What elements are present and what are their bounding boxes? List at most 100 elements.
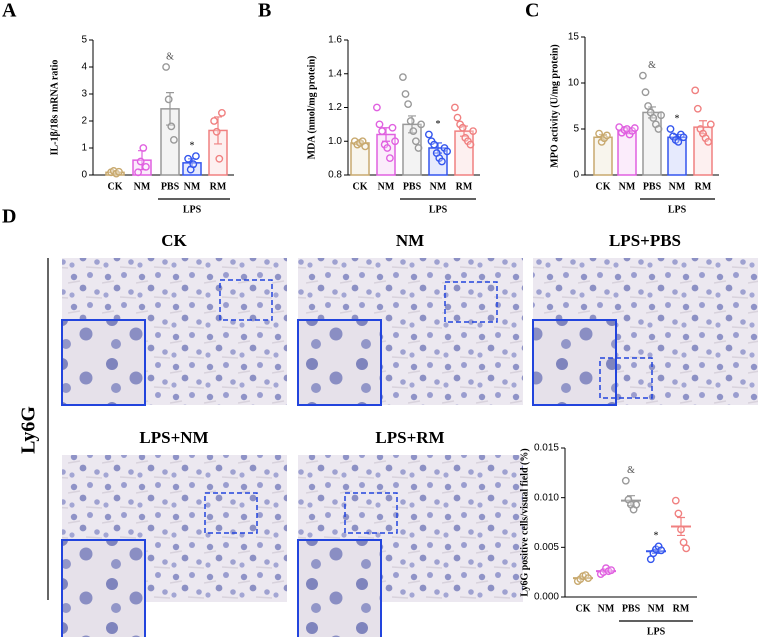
- data-point: [450, 103, 459, 112]
- data-point: [409, 127, 418, 136]
- data-point: [584, 574, 593, 583]
- data-point: [639, 71, 647, 80]
- significance-mark: *: [436, 119, 441, 130]
- x-tick-label: NM: [378, 181, 395, 192]
- x-tick-label: PBS: [161, 181, 180, 192]
- y-axis-label: MDA (nmol/mg protein): [306, 56, 317, 160]
- row-label: Ly6G: [18, 406, 40, 454]
- data-point: [136, 157, 145, 166]
- data-point: [372, 103, 381, 112]
- data-point: [693, 104, 702, 113]
- data-point: [189, 160, 198, 169]
- data-point: [657, 111, 665, 120]
- data-point: [706, 120, 715, 129]
- group-label: LPS: [647, 626, 666, 637]
- image-title: NM: [396, 231, 424, 250]
- data-point: [621, 476, 630, 485]
- data-point: [644, 102, 652, 110]
- data-point: [385, 154, 394, 163]
- y-tick-label: 0: [81, 170, 87, 181]
- zoom-box: [219, 279, 273, 321]
- error-bar: [434, 142, 442, 154]
- data-point: [632, 500, 641, 509]
- data-point: [430, 140, 438, 149]
- x-tick-label: NM: [619, 181, 636, 192]
- y-tick-label: 10: [568, 78, 580, 89]
- x-tick-label: RM: [673, 603, 690, 614]
- inset: [297, 539, 382, 637]
- y-tick-label: 1.2: [328, 102, 342, 113]
- data-point: [666, 125, 675, 133]
- data-point: [361, 142, 370, 151]
- data-point: [215, 154, 224, 163]
- y-tick-label: 0.000: [534, 592, 559, 603]
- x-tick-label: CK: [596, 181, 611, 192]
- significance-mark: &: [627, 465, 635, 476]
- data-point: [458, 123, 467, 132]
- data-point: [674, 137, 683, 146]
- y-tick-label: 0.005: [534, 542, 559, 553]
- data-point: [641, 88, 650, 97]
- inset: [532, 319, 617, 406]
- x-tick-label: CK: [576, 603, 591, 614]
- data-point: [595, 129, 603, 138]
- y-tick-label: 1.0: [328, 136, 342, 147]
- data-point: [677, 525, 685, 534]
- data-point: [607, 566, 616, 575]
- data-point: [453, 113, 462, 122]
- y-axis-label: Ly6G positive cells/visual field (%): [519, 448, 530, 596]
- y-axis-label: MPO activity (U/mg protein): [549, 44, 560, 167]
- y-tick-label: 1.6: [328, 35, 342, 46]
- data-point: [649, 114, 658, 122]
- x-tick-label: PBS: [622, 603, 641, 614]
- data-point: [388, 123, 397, 132]
- significance-mark: &: [648, 60, 656, 71]
- data-point: [115, 167, 123, 176]
- inset: [61, 539, 146, 637]
- x-tick-label: NM: [598, 603, 615, 614]
- data-point: [383, 144, 392, 152]
- data-point: [378, 127, 386, 136]
- image-title: LPS+NM: [139, 428, 208, 447]
- x-tick-label: NM: [184, 181, 201, 192]
- data-point: [443, 147, 451, 156]
- x-tick-label: RM: [210, 181, 227, 192]
- data-point: [603, 131, 611, 140]
- y-tick-label: 4: [81, 62, 87, 73]
- y-tick-label: 1.4: [328, 68, 342, 79]
- group-label: LPS: [668, 204, 687, 215]
- data-point: [391, 137, 399, 146]
- zoom-box: [204, 492, 258, 534]
- inset: [61, 319, 146, 406]
- x-tick-label: PBS: [403, 181, 422, 192]
- data-point: [191, 152, 200, 161]
- data-point: [469, 127, 477, 136]
- y-tick-label: 0: [573, 170, 579, 181]
- image-title: CK: [161, 231, 187, 250]
- data-point: [466, 140, 475, 149]
- image-title: LPS+PBS: [609, 231, 681, 250]
- data-point: [406, 117, 415, 125]
- group-label: LPS: [183, 204, 202, 215]
- data-point: [139, 144, 148, 152]
- inset: [297, 319, 382, 406]
- data-point: [398, 73, 407, 82]
- data-point: [437, 157, 446, 166]
- data-point: [375, 120, 384, 129]
- bar: [617, 130, 637, 176]
- error-bar: [214, 116, 222, 145]
- data-point: [164, 95, 173, 104]
- x-tick-label: NM: [134, 181, 151, 192]
- data-point: [671, 496, 680, 505]
- x-tick-label: CK: [108, 181, 123, 192]
- y-tick-label: 0.010: [534, 492, 559, 503]
- data-point: [679, 133, 688, 142]
- image-title: LPS+RM: [375, 428, 444, 447]
- x-tick-label: RM: [456, 181, 473, 192]
- y-tick-label: 5: [573, 124, 579, 135]
- data-point: [414, 144, 423, 152]
- x-tick-label: NM: [430, 181, 447, 192]
- error-bar: [166, 92, 174, 126]
- significance-mark: *: [654, 531, 659, 542]
- data-point: [167, 122, 176, 131]
